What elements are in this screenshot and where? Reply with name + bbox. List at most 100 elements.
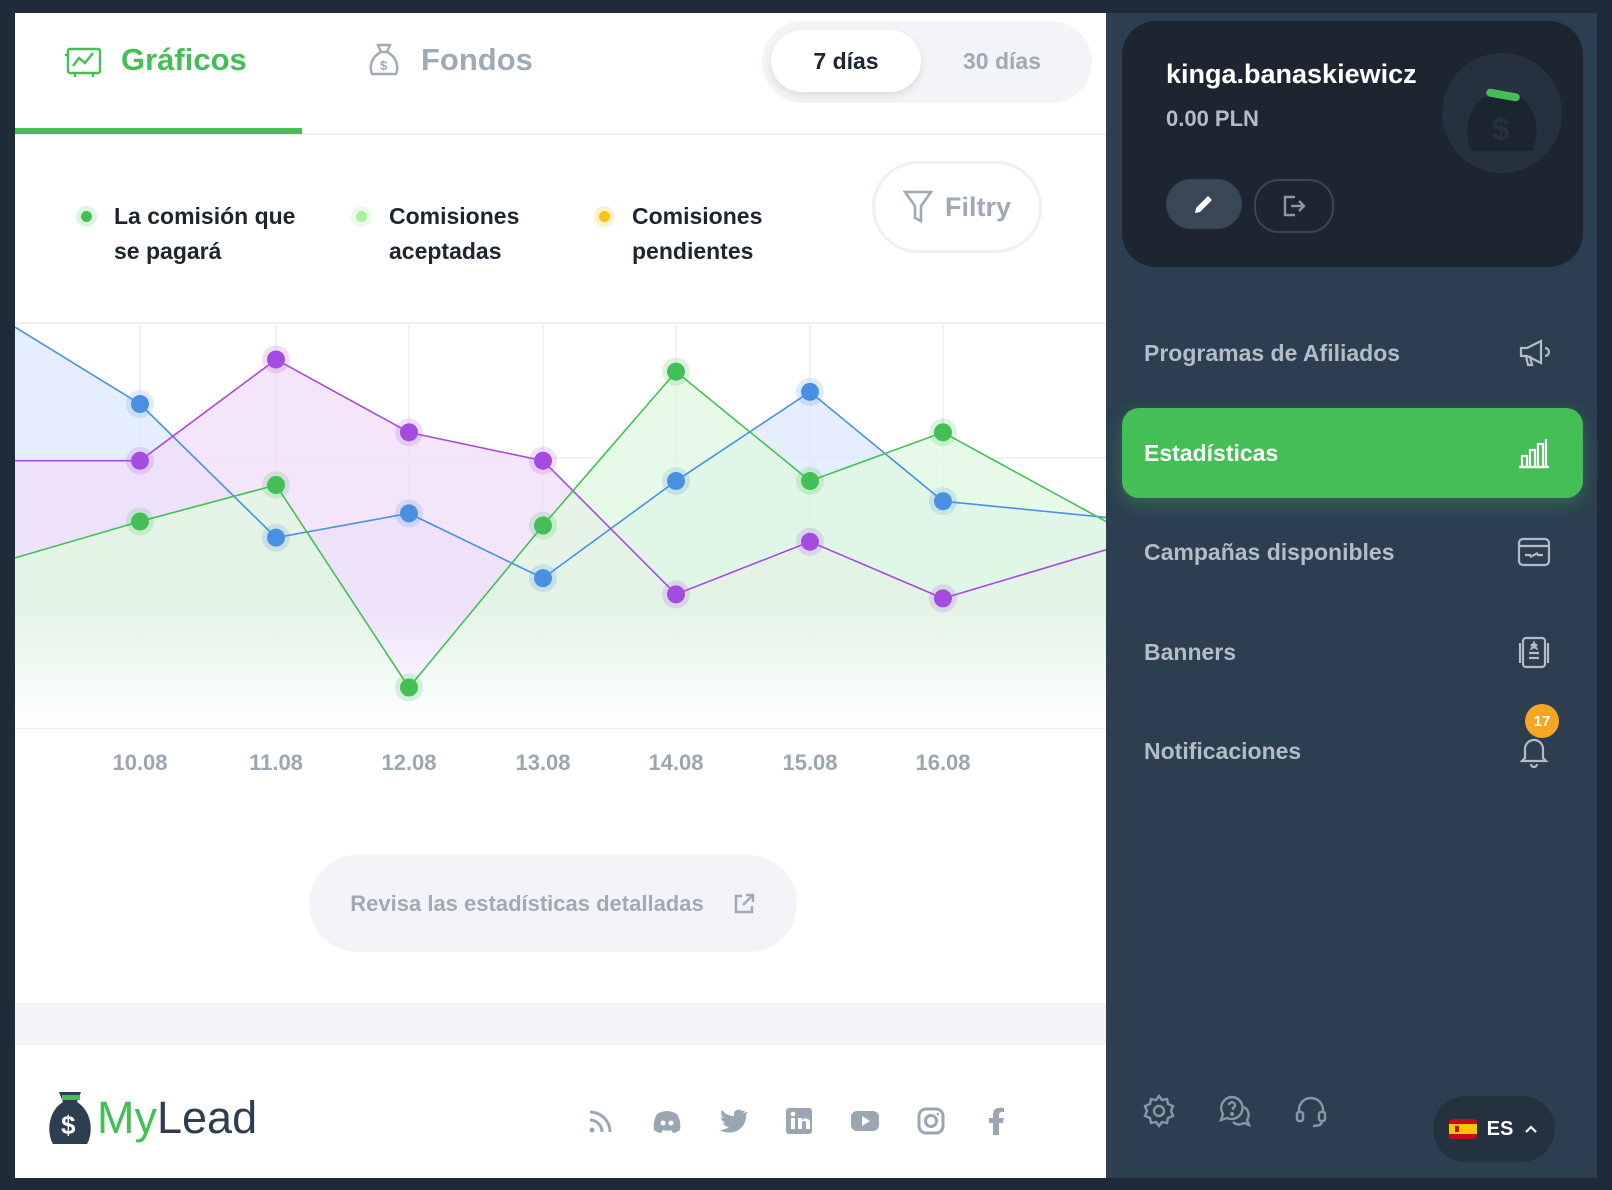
data-point[interactable] bbox=[667, 471, 685, 490]
legend-label: Comisiones bbox=[389, 203, 520, 229]
data-point[interactable] bbox=[667, 585, 685, 604]
chart-x-axis: 10.08 11.08 12.08 13.08 14.08 15.08 16.08 bbox=[112, 750, 970, 775]
tab-graficos-label: Gráficos bbox=[121, 42, 247, 77]
youtube-icon[interactable] bbox=[849, 1105, 881, 1137]
legend-label: Comisiones bbox=[632, 203, 763, 229]
account-balance: 0.00 PLN bbox=[1166, 106, 1259, 131]
x-tick-label: 10.08 bbox=[112, 750, 167, 775]
data-point[interactable] bbox=[534, 516, 552, 535]
data-point[interactable] bbox=[400, 423, 418, 442]
money-bag-icon: $ bbox=[369, 43, 399, 76]
active-tab-indicator bbox=[15, 128, 302, 134]
svg-text:$: $ bbox=[1492, 111, 1510, 147]
data-point[interactable] bbox=[934, 423, 952, 442]
data-point[interactable] bbox=[131, 451, 149, 470]
x-tick-label: 11.08 bbox=[249, 750, 303, 775]
language-code: ES bbox=[1486, 1117, 1514, 1140]
svg-text:$: $ bbox=[61, 1110, 76, 1140]
rss-icon[interactable] bbox=[585, 1105, 617, 1137]
support-headset-icon[interactable] bbox=[1293, 1093, 1329, 1129]
sidebar-item-label: Estadísticas bbox=[1144, 439, 1279, 466]
data-point[interactable] bbox=[400, 678, 418, 697]
x-tick-label: 14.08 bbox=[648, 750, 703, 775]
data-point[interactable] bbox=[801, 471, 819, 490]
user-card: kinga.banaskiewicz 0.00 PLN $ bbox=[1122, 21, 1583, 267]
chart-icon bbox=[65, 47, 102, 77]
data-point[interactable] bbox=[534, 451, 552, 470]
range-7-days-button[interactable]: 7 días bbox=[771, 30, 921, 92]
data-point[interactable] bbox=[267, 528, 285, 547]
data-point[interactable] bbox=[267, 476, 285, 494]
legend-label: aceptadas bbox=[389, 238, 502, 264]
data-point[interactable] bbox=[534, 569, 552, 588]
sidebar-item-label: Campañas disponibles bbox=[1144, 538, 1395, 565]
chart-points bbox=[126, 345, 957, 702]
main-panel: Gráficos $ Fondos 7 días 30 días La comi… bbox=[15, 13, 1106, 1178]
username: kinga.banaskiewicz bbox=[1166, 59, 1417, 89]
tab-fondos[interactable]: $ Fondos bbox=[365, 41, 533, 79]
data-point[interactable] bbox=[667, 362, 685, 381]
detailed-stats-button[interactable]: Revisa las estadísticas detalladas bbox=[309, 855, 797, 952]
spain-flag-icon bbox=[1448, 1119, 1477, 1139]
gear-icon[interactable] bbox=[1141, 1093, 1177, 1129]
chevron-up-icon bbox=[1525, 1125, 1538, 1133]
footer-divider bbox=[15, 1003, 1106, 1045]
edit-profile-button[interactable] bbox=[1166, 179, 1242, 229]
data-point[interactable] bbox=[934, 492, 952, 511]
sidebar-item-banners[interactable]: Banners bbox=[1122, 607, 1583, 697]
x-tick-label: 13.08 bbox=[515, 750, 570, 775]
language-selector[interactable]: ES bbox=[1433, 1096, 1555, 1162]
mylead-logo[interactable]: $ MyLead bbox=[49, 1090, 257, 1146]
data-point[interactable] bbox=[801, 382, 819, 401]
legend-dot bbox=[81, 211, 92, 222]
logo-bag-icon: $ bbox=[49, 1092, 91, 1144]
help-chat-icon[interactable] bbox=[1217, 1093, 1253, 1129]
notification-count-badge: 17 bbox=[1525, 704, 1559, 738]
bell-icon bbox=[1519, 738, 1549, 768]
avatar: $ bbox=[1442, 53, 1562, 173]
legend-label: La comisión que bbox=[114, 203, 296, 229]
tab-fondos-label: Fondos bbox=[421, 42, 533, 77]
chart-areas bbox=[15, 327, 1106, 728]
data-point[interactable] bbox=[131, 512, 149, 531]
facebook-icon[interactable] bbox=[981, 1105, 1013, 1137]
sidebar: kinga.banaskiewicz 0.00 PLN $ Programas … bbox=[1106, 13, 1597, 1178]
sidebar-item-campanas-disponibles[interactable]: Campañas disponibles bbox=[1122, 507, 1583, 597]
data-point[interactable] bbox=[934, 589, 952, 608]
filter-label: Filtry bbox=[944, 191, 1011, 222]
data-point[interactable] bbox=[267, 350, 285, 369]
x-tick-label: 16.08 bbox=[915, 750, 970, 775]
detailed-stats-label: Revisa las estadísticas detalladas bbox=[350, 890, 704, 916]
legend-label: pendientes bbox=[632, 238, 754, 264]
linkedin-icon[interactable] bbox=[783, 1105, 815, 1137]
statistics-line-chart: 10.08 11.08 12.08 13.08 14.08 15.08 16.08 bbox=[15, 322, 1106, 775]
sidebar-item-programas-de-afiliados[interactable]: Programas de Afiliados bbox=[1122, 308, 1583, 398]
x-tick-label: 12.08 bbox=[381, 750, 436, 775]
sidebar-item-notificaciones[interactable]: Notificaciones 17 bbox=[1122, 704, 1583, 796]
instagram-icon[interactable] bbox=[915, 1105, 947, 1137]
data-point[interactable] bbox=[801, 532, 819, 551]
banner-icon bbox=[1518, 636, 1550, 669]
tab-divider bbox=[15, 133, 1106, 135]
svg-text:$: $ bbox=[380, 58, 388, 73]
tab-graficos[interactable]: Gráficos bbox=[65, 41, 247, 79]
logout-button[interactable] bbox=[1254, 179, 1334, 233]
data-point[interactable] bbox=[131, 395, 149, 413]
money-bag-avatar-icon: $ bbox=[1467, 88, 1537, 151]
filter-icon bbox=[902, 190, 933, 224]
pencil-icon bbox=[1195, 196, 1212, 213]
twitter-icon[interactable] bbox=[717, 1105, 749, 1137]
sidebar-item-estadisticas[interactable]: Estadísticas bbox=[1122, 408, 1583, 498]
legend-item-pending: Comisiones pendientes bbox=[599, 199, 762, 269]
sidebar-item-label: Programas de Afiliados bbox=[1144, 339, 1401, 366]
external-link-icon bbox=[734, 893, 754, 913]
filter-button[interactable]: Filtry bbox=[872, 161, 1042, 253]
legend-label: se pagará bbox=[114, 238, 222, 264]
megaphone-icon bbox=[1519, 339, 1551, 367]
area-fade bbox=[15, 608, 1106, 728]
range-30-days-button[interactable]: 30 días bbox=[963, 47, 1041, 74]
discord-icon[interactable] bbox=[651, 1105, 683, 1137]
legend-item-commission-to-pay: La comisión que se pagará bbox=[81, 199, 295, 269]
x-tick-label: 15.08 bbox=[782, 750, 837, 775]
data-point[interactable] bbox=[400, 504, 418, 523]
